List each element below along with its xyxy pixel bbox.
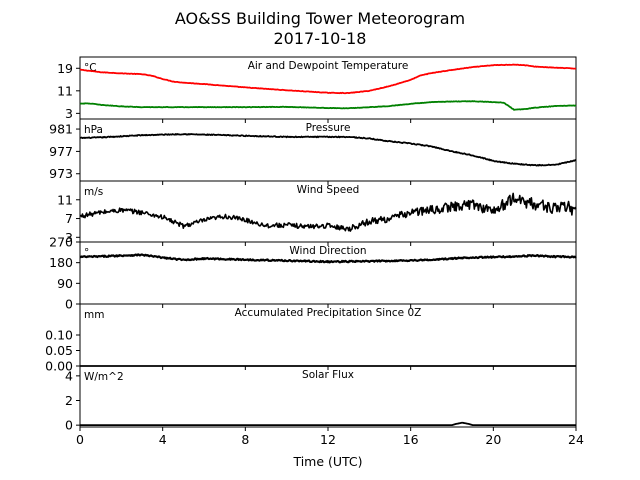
panel-title: Wind Direction (289, 245, 366, 257)
x-axis: 0 4 8 12 16 20 24 (76, 432, 584, 447)
y-tick-label: 90 (57, 276, 73, 291)
unit-label: mm (84, 309, 104, 321)
y-tick-label: 977 (49, 144, 73, 159)
series-line-dewpoint (79, 100, 577, 111)
y-tick-label: 11 (57, 192, 73, 207)
y-tick-label: 973 (49, 166, 73, 181)
y-tick-label: 3 (65, 230, 73, 245)
y-tick-label: 180 (49, 255, 73, 270)
x-tick-label: 24 (568, 432, 584, 447)
series-line-data (79, 192, 577, 232)
panel-title: Pressure (306, 122, 351, 134)
y-tick-label: 11 (57, 83, 73, 98)
panel-title: Wind Speed (297, 184, 360, 196)
unit-label: hPa (84, 124, 103, 136)
panel-4: 0.000.050.10 mm Accumulated Precipitation … (45, 303, 577, 374)
panel-2: 3 7 11 m/s Wind Speed (57, 180, 577, 246)
y-tick-label: 0.00 (45, 359, 73, 374)
x-tick-label: 12 (320, 432, 336, 447)
y-tick-label: 4 (65, 368, 73, 383)
y-tick-label: 981 (49, 122, 73, 137)
x-tick-label: 0 (76, 432, 84, 447)
chart-title-line1: AO&SS Building Tower Meteorogram (175, 9, 465, 28)
series-line-data (79, 253, 577, 264)
y-tick-label: 0 (65, 297, 73, 312)
x-axis-label: Time (UTC) (292, 454, 362, 469)
y-tick-label: 19 (57, 61, 73, 76)
panel-5: 0 2 4 W/m^2 Solar Flux (65, 365, 577, 433)
chart-title-line2: 2017-10-18 (274, 29, 367, 48)
series-line-data (79, 132, 577, 167)
series-line-data (79, 421, 577, 427)
y-tick-label: 270 (49, 235, 73, 250)
x-tick-label: 4 (159, 432, 167, 447)
panel-1: 973 977 981 hPa Pressure (49, 118, 577, 185)
unit-label: W/m^2 (84, 371, 124, 383)
y-tick-label: 0.10 (45, 328, 73, 343)
unit-label: ° (84, 247, 89, 259)
y-tick-label: 0 (65, 418, 73, 433)
panel-title: Accumulated Precipitation Since 0Z (235, 307, 422, 319)
unit-label: m/s (84, 186, 103, 198)
x-tick-label: 8 (241, 432, 249, 447)
y-tick-label: 2 (65, 393, 73, 408)
y-tick-label: 0.05 (45, 343, 73, 358)
panel-3: 0 90 180 270 ° Wind Direction (49, 235, 577, 312)
series-line-temperature (79, 63, 577, 95)
x-tick-label: 20 (485, 432, 501, 447)
y-tick-label: 3 (65, 106, 73, 121)
panel-title: Air and Dewpoint Temperature (248, 60, 409, 72)
x-tick-label: 16 (403, 432, 419, 447)
y-tick-label: 7 (65, 211, 73, 226)
panel-title: Solar Flux (302, 369, 354, 381)
